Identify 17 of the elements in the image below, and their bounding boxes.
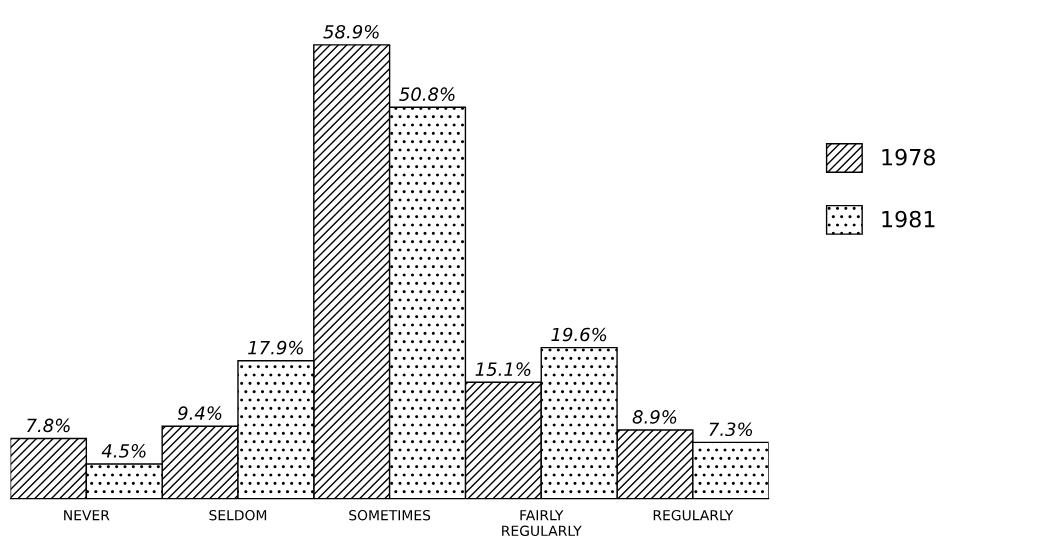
data-label: 19.6% bbox=[551, 327, 607, 342]
legend-label: 1981 bbox=[882, 210, 935, 228]
data-label: 4.5% bbox=[101, 444, 146, 458]
legend-label: 1978 bbox=[882, 148, 935, 166]
x-tick-label: SOMETIMES bbox=[349, 509, 431, 521]
x-tick-label: FAIRLY REGULARLY bbox=[502, 510, 582, 537]
x-tick-label: NEVER bbox=[64, 510, 110, 521]
data-label: 15.1% bbox=[475, 362, 531, 376]
data-label: 8.9% bbox=[632, 410, 677, 424]
data-label: 9.4% bbox=[177, 406, 222, 420]
data-label: 7.8% bbox=[27, 418, 70, 433]
data-label: 58.9% bbox=[323, 24, 379, 39]
data-label: 50.8% bbox=[399, 87, 455, 101]
x-tick-label: SELDOM bbox=[209, 509, 267, 521]
data-label: 17.9% bbox=[248, 340, 303, 355]
data-label: 7.3% bbox=[709, 422, 753, 437]
x-tick-label: REGULARLY bbox=[653, 509, 734, 521]
